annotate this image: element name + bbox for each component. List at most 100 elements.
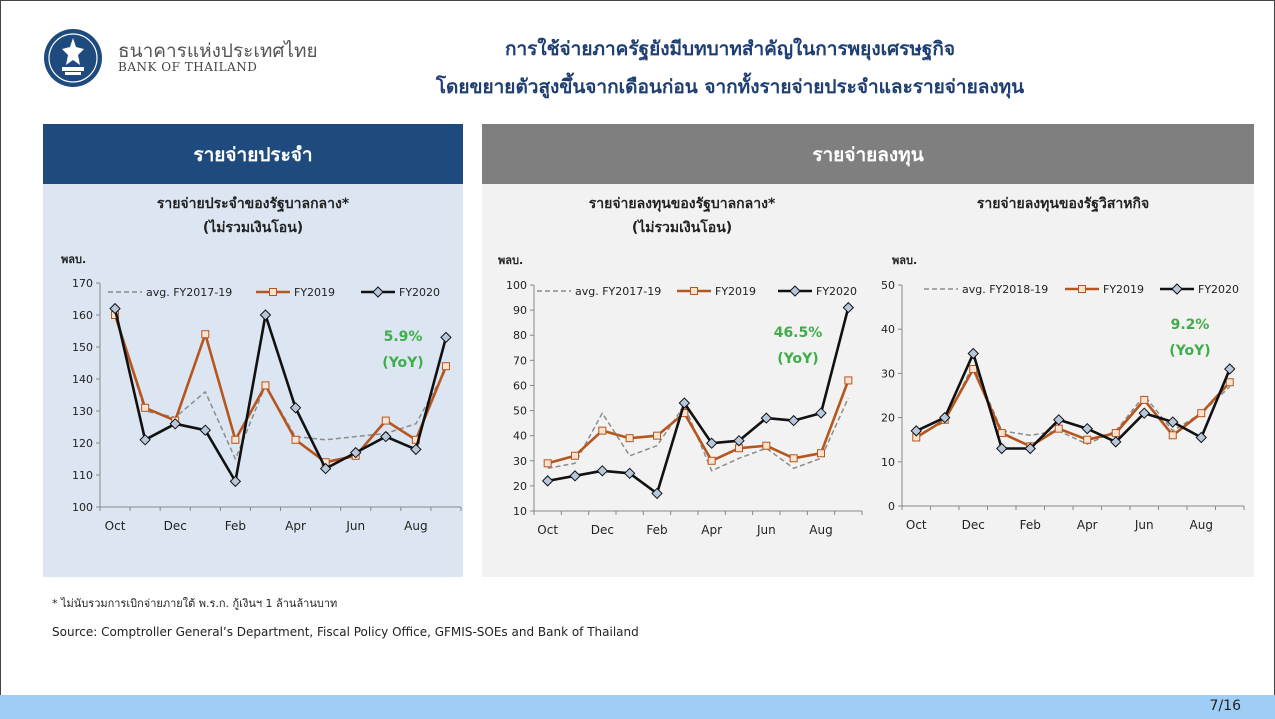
fy2020-point (815, 407, 827, 419)
fy2020-point (910, 425, 922, 437)
capital-expenditure-header: รายจ่ายลงทุน (482, 124, 1254, 184)
y-tick-label: 90 (513, 304, 527, 317)
legend-marker-fy2020 (372, 286, 384, 298)
fy2019-point (762, 441, 771, 450)
x-tick-label: Aug (1190, 518, 1213, 532)
yoy-growth-value: 9.2% (1171, 317, 1210, 333)
fy2020-point (109, 302, 121, 315)
legend-label-2: FY2020 (816, 285, 857, 298)
bank-of-thailand-logo (44, 29, 102, 87)
x-tick-label: Oct (537, 523, 558, 537)
y-tick-label: 10 (513, 505, 527, 518)
x-tick-label: Aug (404, 519, 427, 533)
x-tick-label: Aug (809, 523, 832, 537)
fy2020-point (596, 465, 609, 477)
fy2020-point (1053, 414, 1065, 426)
y-tick-label: 170 (72, 277, 93, 290)
fy2019-point (381, 416, 390, 425)
legend-label-1: FY2019 (294, 286, 335, 299)
y-tick-label: 10 (881, 456, 895, 469)
y-tick-label: 100 (72, 501, 93, 514)
fy2020-point (651, 487, 663, 500)
y-tick-label: 110 (72, 469, 93, 482)
legend-marker-fy2019 (1078, 285, 1086, 293)
fy2019-point (789, 454, 798, 463)
fy2019-point (817, 449, 825, 458)
series-line-2 (915, 352, 1232, 450)
fy2020-point (541, 475, 554, 487)
y-tick-label: 50 (513, 405, 527, 418)
fy2020-point (1081, 422, 1093, 435)
fy2019-point (653, 431, 661, 440)
fy2020-point (760, 412, 773, 424)
fy2020-point (1224, 363, 1236, 375)
chart-3-title: รายจ่ายลงทุนของรัฐวิสาหกิจ (882, 192, 1244, 216)
fy2020-point (996, 442, 1008, 455)
x-tick-label: Oct (105, 519, 126, 533)
legend-label-1: FY2019 (715, 285, 756, 298)
x-tick-label: Jun (756, 523, 776, 537)
fy2020-point (705, 437, 718, 449)
bank-name-english: BANK OF THAILAND (118, 60, 258, 74)
fy2019-point (844, 376, 853, 385)
page-title-line-2: โดยขยายตัวสูงขึ้นจากเดือนก่อน จากทั้งราย… (435, 76, 1025, 98)
fy2019-point (707, 456, 716, 465)
fy2019-point (543, 459, 552, 468)
y-tick-label: 160 (72, 309, 93, 322)
y-tick-label: 20 (881, 412, 895, 425)
fy2020-point (319, 462, 332, 475)
y-axis-label: พลบ. (892, 254, 917, 267)
footnote: * ไม่นับรวมการเบิกจ่ายภายใต้ พ.ร.ก. กู้เ… (52, 597, 338, 610)
yoy-label: (YoY) (777, 351, 818, 367)
legend-label-1: FY2019 (1103, 283, 1144, 296)
legend-marker-fy2020 (789, 285, 801, 297)
fy2020-point (169, 418, 181, 430)
fy2020-point (623, 467, 636, 480)
fy2019-point (969, 364, 978, 373)
fy2020-point (380, 430, 392, 443)
fy2020-point (199, 424, 211, 436)
legend-marker-fy2019 (269, 288, 277, 296)
yoy-label: (YoY) (1169, 343, 1210, 359)
fy2020-point (410, 443, 422, 456)
x-tick-label: Jun (1134, 518, 1154, 532)
fy2019-point (1054, 424, 1063, 433)
fy2020-point (678, 397, 691, 409)
x-tick-label: Feb (1020, 518, 1041, 532)
x-tick-label: Dec (962, 518, 985, 532)
x-tick-label: Dec (164, 519, 187, 533)
fy2020-point (1167, 416, 1179, 428)
fy2019-point (571, 451, 579, 460)
y-tick-label: 150 (72, 341, 93, 354)
legend-marker-fy2020 (1171, 283, 1183, 295)
fy2019-point (1140, 395, 1149, 404)
chart-1-title-line-1: รายจ่ายประจำของรัฐบาลกลาง* (156, 196, 350, 212)
x-tick-label: Apr (1077, 518, 1098, 532)
yoy-growth-value: 46.5% (774, 325, 823, 341)
x-tick-label: Jun (345, 519, 365, 533)
chart-capital-soe: พลบ. 0 10 20 30 40 50 Oct Dec Feb Apr Jun Aug avg. FY… (881, 254, 1245, 532)
fy2019-point (261, 381, 270, 390)
y-tick-label: 40 (881, 323, 895, 336)
y-tick-label: 20 (513, 480, 527, 493)
fy2020-point (967, 347, 979, 360)
fy2020-point (842, 301, 855, 314)
fy2020-point (229, 475, 242, 488)
y-tick-label: 30 (513, 455, 527, 468)
fy2019-point (598, 426, 607, 435)
chart-2-title-line-2: (ไม่รวมเงินโอน) (631, 220, 733, 236)
y-tick-label: 40 (513, 430, 527, 443)
chart-1-title-line-2: (ไม่รวมเงินโอน) (202, 220, 304, 236)
series-line-2 (113, 308, 448, 483)
fy2020-point (1024, 442, 1036, 455)
fy2020-point (350, 446, 362, 459)
y-tick-label: 120 (72, 437, 93, 450)
fy2019-point (997, 429, 1006, 438)
chart-current-central-govt: พลบ. 100 110 120 130 140 150 160 170 Oct Dec Feb Apr… (61, 253, 462, 533)
fy2020-point (733, 434, 745, 447)
fy2019-point (441, 362, 450, 371)
series-line-1 (915, 367, 1231, 448)
fy2020-point (1110, 436, 1122, 448)
x-tick-label: Feb (225, 519, 246, 533)
fy2020-point (259, 309, 272, 321)
